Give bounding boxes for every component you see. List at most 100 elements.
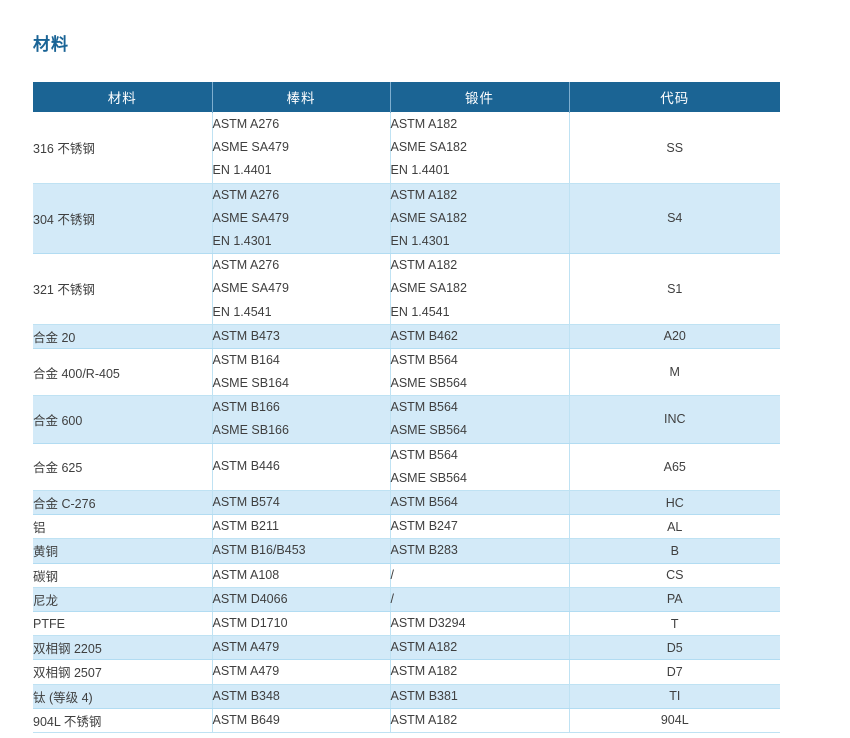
materials-table: 材料 棒料 锻件 代码 316 不锈钢 ASTM A276 ASME SA479 EN…: [33, 82, 780, 733]
spec-line: ASME SA479: [212, 281, 289, 296]
table-row: 碳钢 ASTM A108 / CS: [33, 563, 780, 588]
code-cell: S4: [568, 183, 780, 255]
spec-line: ASTM B247: [390, 519, 458, 534]
spec-line: ASME SA182: [390, 281, 467, 296]
spec-line: ASME SA182: [390, 210, 467, 225]
spec-line: ASTM A276: [212, 258, 280, 273]
bar-stock-cell: ASTM B446: [211, 443, 390, 492]
forging-cell: ASTM A182: [389, 708, 569, 733]
bar-stock-cell: ASTM A479: [211, 659, 390, 685]
forging-cell: ASTM A182 ASME SA182 EN 1.4541: [389, 253, 569, 325]
material-cell: 合金 400/R-405: [33, 348, 212, 397]
code-cell: 904L: [568, 708, 780, 733]
table-row: 黄铜 ASTM B16/B453 ASTM B283 B: [33, 538, 780, 564]
bar-stock-cell: ASTM A276 ASME SA479 EN 1.4301: [211, 183, 390, 255]
spec-line: ASTM A182: [390, 712, 458, 727]
spec-line: ASTM B574: [212, 495, 280, 509]
spec-line: ASTM D3294: [390, 615, 466, 630]
spec-line: /: [390, 567, 394, 582]
material-cell: 321 不锈钢: [33, 253, 212, 325]
table-row: 铝 ASTM B211 ASTM B247 AL: [33, 514, 780, 540]
table-header-row: 材料 棒料 锻件 代码: [33, 82, 780, 113]
code-cell: D7: [568, 659, 780, 685]
forging-cell: ASTM B564 ASME SB564: [389, 348, 569, 397]
table-row: 904L 不锈钢 ASTM B649 ASTM A182 904L: [33, 708, 780, 733]
table-row: 双相钢 2507 ASTM A479 ASTM A182 D7: [33, 659, 780, 685]
spec-line: ASTM B564: [390, 400, 458, 415]
code-cell: A20: [568, 324, 780, 349]
spec-line: EN 1.4301: [212, 233, 272, 248]
forging-cell: ASTM B283: [389, 538, 569, 564]
spec-line: ASTM B564: [390, 495, 458, 509]
spec-line: ASTM A276: [212, 117, 280, 131]
code-cell: PA: [568, 587, 780, 612]
code-cell: S1: [568, 253, 780, 325]
spec-line: ASTM B211: [212, 519, 279, 534]
forging-cell: ASTM B462: [389, 324, 569, 349]
table-row: 合金 20 ASTM B473 ASTM B462 A20: [33, 324, 780, 349]
spec-line: EN 1.4541: [390, 304, 450, 319]
forging-cell: ASTM D3294: [389, 611, 569, 637]
spec-line: ASTM B446: [212, 459, 280, 474]
spec-line: ASTM B462: [390, 328, 458, 343]
material-cell: 黄铜: [33, 538, 212, 564]
table-row: PTFE ASTM D1710 ASTM D3294 T: [33, 611, 780, 637]
forging-cell: ASTM B381: [389, 684, 569, 709]
forging-cell: ASTM A182 ASME SA182 EN 1.4301: [389, 183, 569, 255]
spec-line: ASTM B473: [212, 328, 280, 343]
spec-line: ASTM A479: [212, 664, 280, 679]
table-row: 316 不锈钢 ASTM A276 ASME SA479 EN 1.4401 ASTM …: [33, 112, 780, 184]
table-row: 304 不锈钢 ASTM A276 ASME SA479 EN 1.4301 ASTM …: [33, 183, 780, 255]
table-row: 钛 (等级 4) ASTM B348 ASTM B381 TI: [33, 684, 780, 709]
spec-line: ASTM B283: [390, 543, 458, 558]
material-cell: 904L 不锈钢: [33, 708, 212, 733]
table-row: 双相钢 2205 ASTM A479 ASTM A182 D5: [33, 635, 780, 661]
column-header-code: 代码: [568, 82, 780, 113]
bar-stock-cell: ASTM B16/B453: [211, 538, 390, 564]
table-row: 尼龙 ASTM D4066 / PA: [33, 587, 780, 612]
forging-cell: ASTM A182: [389, 659, 569, 685]
spec-line: ASTM A182: [390, 640, 458, 655]
code-cell: T: [568, 611, 780, 637]
spec-line: EN 1.4301: [390, 233, 450, 248]
spec-line: ASME SB564: [390, 423, 467, 438]
spec-line: ASTM A479: [212, 640, 280, 655]
forging-cell: ASTM B564: [389, 490, 569, 516]
bar-stock-cell: ASTM D4066: [211, 587, 390, 612]
forging-cell: ASTM B564 ASME SB564: [389, 395, 569, 444]
bar-stock-cell: ASTM A108: [211, 563, 390, 588]
bar-stock-cell: ASTM B211: [211, 514, 390, 540]
spec-line: ASTM A182: [390, 117, 458, 131]
spec-line: /: [390, 591, 394, 606]
spec-line: ASME SA479: [212, 210, 289, 225]
material-cell: 碳钢: [33, 563, 212, 588]
forging-cell: /: [389, 563, 569, 588]
spec-line: EN 1.4541: [212, 304, 272, 319]
material-cell: 304 不锈钢: [33, 183, 212, 255]
table-row: 321 不锈钢 ASTM A276 ASME SA479 EN 1.4541 ASTM …: [33, 253, 780, 325]
column-header-bar-stock: 棒料: [211, 82, 390, 113]
spec-line: ASME SB166: [212, 423, 289, 438]
spec-line: ASTM D1710: [212, 615, 288, 630]
code-cell: TI: [568, 684, 780, 709]
spec-line: ASME SB164: [212, 376, 289, 391]
forging-cell: ASTM B247: [389, 514, 569, 540]
spec-line: ASME SA479: [212, 140, 289, 155]
bar-stock-cell: ASTM A276 ASME SA479 EN 1.4401: [211, 112, 390, 184]
material-cell: 双相钢 2205: [33, 635, 212, 661]
forging-cell: /: [389, 587, 569, 612]
material-cell: 合金 600: [33, 395, 212, 444]
spec-line: ASTM A182: [390, 187, 458, 202]
code-cell: HC: [568, 490, 780, 516]
spec-line: ASTM A276: [212, 187, 280, 202]
spec-line: EN 1.4401: [212, 163, 272, 178]
bar-stock-cell: ASTM B473: [211, 324, 390, 349]
spec-line: ASME SB564: [390, 376, 467, 391]
code-cell: A65: [568, 443, 780, 492]
forging-cell: ASTM A182: [389, 635, 569, 661]
material-cell: 合金 C-276: [33, 490, 212, 516]
table-row: 合金 400/R-405 ASTM B164 ASME SB164 ASTM B564…: [33, 348, 780, 397]
material-cell: 合金 625: [33, 443, 212, 492]
